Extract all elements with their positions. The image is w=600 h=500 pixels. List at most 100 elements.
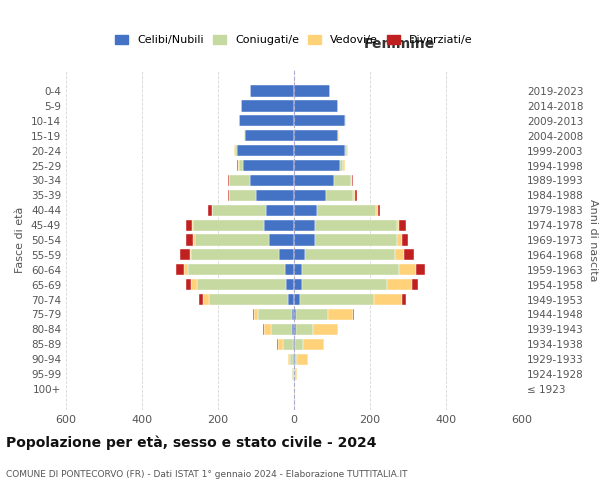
Bar: [191, 250, 279, 260]
Bar: [404, 250, 414, 260]
Bar: [245, 130, 294, 141]
Text: Femmine: Femmine: [363, 38, 434, 52]
Bar: [395, 250, 404, 260]
Bar: [294, 294, 300, 305]
Bar: [263, 220, 294, 230]
Bar: [244, 130, 245, 141]
Bar: [353, 190, 355, 201]
Bar: [323, 338, 325, 350]
Bar: [294, 220, 315, 230]
Bar: [315, 220, 397, 230]
Bar: [241, 100, 294, 112]
Bar: [212, 204, 265, 216]
Bar: [265, 204, 294, 216]
Bar: [229, 190, 256, 201]
Bar: [334, 175, 351, 186]
Bar: [296, 309, 328, 320]
Bar: [346, 145, 347, 156]
Bar: [294, 130, 338, 141]
Bar: [188, 264, 284, 276]
Text: COMUNE DI PONTECORVO (FR) - Dati ISTAT 1° gennaio 2024 - Elaborazione TUTTITALIA: COMUNE DI PONTECORVO (FR) - Dati ISTAT 1…: [6, 470, 407, 479]
Bar: [374, 294, 403, 305]
Bar: [351, 175, 352, 186]
Bar: [352, 175, 353, 186]
Bar: [294, 309, 296, 320]
Bar: [269, 234, 294, 246]
Bar: [254, 309, 258, 320]
Bar: [190, 250, 191, 260]
Bar: [208, 204, 212, 216]
Bar: [292, 309, 294, 320]
Bar: [295, 338, 303, 350]
Bar: [237, 145, 294, 156]
Bar: [228, 175, 229, 186]
Bar: [271, 324, 292, 335]
Bar: [294, 264, 302, 276]
Bar: [398, 264, 416, 276]
Bar: [286, 279, 294, 290]
Bar: [292, 368, 293, 380]
Text: Popolazione per età, sesso e stato civile - 2024: Popolazione per età, sesso e stato civil…: [6, 435, 377, 450]
Bar: [184, 264, 188, 276]
Bar: [294, 160, 340, 171]
Bar: [294, 324, 296, 335]
Bar: [277, 338, 278, 350]
Bar: [294, 190, 326, 201]
Bar: [186, 234, 193, 246]
Bar: [355, 190, 356, 201]
Bar: [191, 279, 197, 290]
Bar: [176, 264, 184, 276]
Bar: [302, 279, 387, 290]
Bar: [290, 354, 293, 365]
Y-axis label: Fasce di età: Fasce di età: [16, 207, 25, 273]
Bar: [239, 115, 294, 126]
Bar: [293, 338, 294, 350]
Bar: [235, 145, 237, 156]
Bar: [295, 354, 296, 365]
Bar: [347, 145, 349, 156]
Bar: [192, 220, 193, 230]
Bar: [250, 175, 294, 186]
Bar: [403, 294, 406, 305]
Bar: [315, 234, 397, 246]
Bar: [293, 354, 294, 365]
Bar: [294, 204, 317, 216]
Bar: [305, 250, 395, 260]
Bar: [197, 279, 286, 290]
Bar: [294, 279, 302, 290]
Bar: [294, 175, 334, 186]
Bar: [397, 234, 403, 246]
Bar: [289, 354, 290, 365]
Bar: [279, 250, 294, 260]
Bar: [294, 115, 346, 126]
Bar: [209, 294, 289, 305]
Bar: [278, 338, 283, 350]
Bar: [195, 234, 269, 246]
Bar: [377, 204, 380, 216]
Legend: Celibi/Nubili, Coniugati/e, Vedovi/e, Divorziati/e: Celibi/Nubili, Coniugati/e, Vedovi/e, Di…: [112, 32, 476, 48]
Bar: [227, 190, 229, 201]
Bar: [263, 324, 271, 335]
Bar: [294, 86, 330, 96]
Bar: [283, 338, 293, 350]
Bar: [294, 234, 315, 246]
Y-axis label: Anni di nascita: Anni di nascita: [587, 198, 598, 281]
Bar: [242, 160, 294, 171]
Bar: [295, 368, 297, 380]
Bar: [313, 324, 338, 335]
Bar: [296, 354, 308, 365]
Bar: [387, 279, 412, 290]
Bar: [203, 294, 209, 305]
Bar: [258, 309, 292, 320]
Bar: [193, 220, 263, 230]
Bar: [229, 175, 250, 186]
Bar: [250, 86, 294, 96]
Bar: [412, 279, 418, 290]
Bar: [294, 250, 305, 260]
Bar: [302, 264, 398, 276]
Bar: [289, 294, 294, 305]
Bar: [376, 204, 377, 216]
Bar: [296, 324, 313, 335]
Bar: [294, 145, 346, 156]
Bar: [239, 160, 242, 171]
